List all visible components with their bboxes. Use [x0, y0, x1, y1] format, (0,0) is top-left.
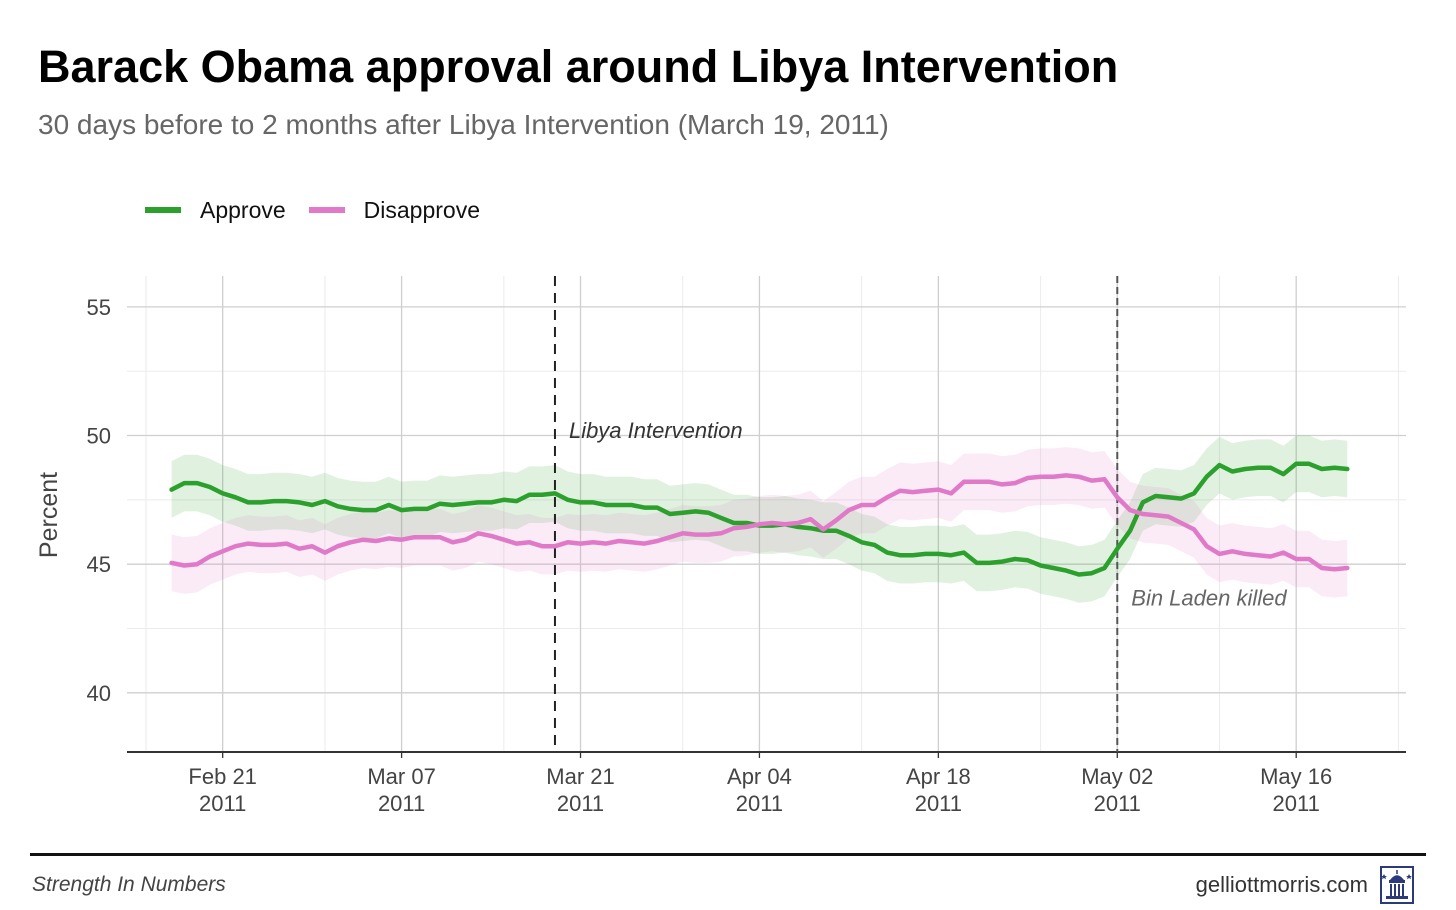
x-tick-label: Apr 04 — [727, 764, 792, 789]
x-tick-year: 2011 — [1273, 791, 1320, 816]
legend-item-disapprove: Disapprove — [308, 196, 481, 224]
footer-source: Strength In Numbers — [32, 873, 226, 896]
legend-label-approve: Approve — [200, 196, 286, 223]
x-tick-year: 2011 — [1094, 791, 1141, 816]
legend-swatch-disapprove — [308, 207, 345, 213]
x-tick-year: 2011 — [736, 791, 783, 816]
x-tick-label: Mar 21 — [546, 764, 614, 789]
legend-swatch-approve — [145, 207, 181, 213]
x-tick-year: 2011 — [378, 791, 425, 816]
y-axis-label: Percent — [35, 472, 63, 558]
y-tick-label: 40 — [87, 681, 111, 706]
confidence-band-approve — [171, 435, 1348, 603]
legend: Approve Disapprove — [145, 194, 503, 226]
x-tick-year: 2011 — [557, 791, 604, 816]
y-tick-label: 50 — [87, 424, 111, 449]
x-tick-label: May 02 — [1081, 764, 1153, 789]
legend-label-disapprove: Disapprove — [363, 196, 481, 223]
legend-item-approve: Approve — [145, 197, 286, 224]
x-tick-year: 2011 — [915, 791, 962, 816]
event-label: Libya Intervention — [569, 418, 743, 443]
chart-subtitle: 30 days before to 2 months after Libya I… — [38, 109, 889, 140]
x-tick-label: Mar 07 — [367, 764, 435, 789]
y-tick-label: 45 — [87, 552, 111, 577]
chart-title: Barack Obama approval around Libya Inter… — [38, 41, 1119, 92]
x-tick-label: Feb 21 — [188, 764, 257, 789]
series-line-disapprove — [169, 473, 1350, 572]
x-tick-year: 2011 — [199, 791, 246, 816]
x-tick-label: Apr 18 — [906, 764, 971, 789]
capitol-logo-icon — [1380, 866, 1414, 904]
y-tick-label: 55 — [87, 295, 111, 320]
footer-site: gelliottmorris.com — [1195, 872, 1368, 897]
x-tick-label: May 16 — [1260, 764, 1332, 789]
event-label: Bin Laden killed — [1131, 585, 1287, 610]
footer-divider — [30, 853, 1426, 856]
